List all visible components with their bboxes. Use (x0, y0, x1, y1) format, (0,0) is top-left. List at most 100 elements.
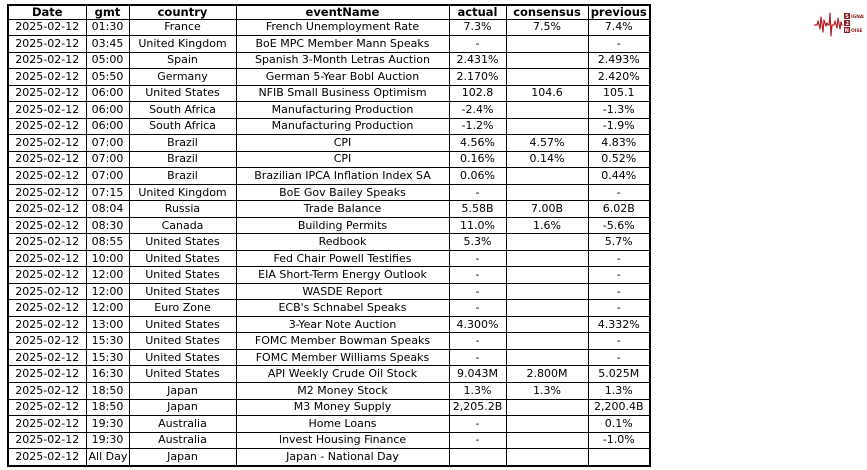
table-row: 2025-02-12 06:00 United States NFIB Small B… (7, 84, 651, 103)
table-cell (505, 51, 589, 70)
table-cell: 03:45 (85, 35, 130, 53)
table-cell: Euro Zone (128, 299, 237, 317)
table-cell: 2025-02-12 (7, 51, 87, 70)
table-cell: Building Permits (235, 216, 450, 235)
table-cell: 2025-02-12 (7, 117, 87, 136)
table-cell: -1.0% (587, 431, 651, 450)
table-cell: Canada (128, 216, 237, 235)
table-cell: Manufacturing Production (235, 101, 450, 119)
table-cell: 13:00 (85, 315, 130, 334)
table-cell (505, 348, 589, 367)
table-cell: United States (128, 84, 237, 103)
table-cell: 1.3% (587, 381, 651, 400)
table-body: 2025-02-12 01:30 France French Unemployment… (7, 18, 651, 467)
table-cell: Japan (128, 381, 237, 400)
table-cell: 2025-02-12 (7, 200, 87, 218)
column-header: gmt (85, 4, 130, 20)
two-box (844, 20, 850, 26)
table-cell: United States (128, 348, 237, 367)
table-row: 2025-02-12 16:30 United States API Weekly C… (7, 365, 651, 383)
table-cell: 1.3% (505, 381, 589, 400)
table-cell: 2,205.2B (448, 398, 507, 417)
table-cell: 5.58B (448, 200, 507, 218)
table-cell: ECB's Schnabel Speaks (235, 299, 450, 317)
table-cell: Trade Balance (235, 200, 450, 218)
column-header: actual (448, 4, 507, 20)
ekg-heartbeat-icon (814, 12, 843, 37)
two-label: 2 (846, 21, 850, 27)
table-row: 2025-02-12 10:00 United States Fed Chair Po… (7, 249, 651, 268)
table-cell: 08:30 (85, 216, 130, 235)
table-cell: 08:55 (85, 233, 130, 251)
table-cell: Japan (128, 398, 237, 417)
table-cell: - (448, 282, 507, 301)
table-cell: - (587, 282, 651, 301)
table-row: 2025-02-12 08:55 United States Redbook 5.3% 5… (7, 233, 651, 251)
table-cell: Brazil (128, 167, 237, 185)
table-cell: 2025-02-12 (7, 398, 87, 417)
table-cell: 2025-02-12 (7, 332, 87, 350)
table-cell: 2025-02-12 (7, 282, 87, 301)
table-cell: Japan (128, 448, 237, 467)
table-cell: 0.06% (448, 167, 507, 185)
table-cell: 4.83% (587, 134, 651, 152)
table-cell: 2.800M (505, 365, 589, 383)
table-cell: 2025-02-12 (7, 381, 87, 400)
table-cell: 19:30 (85, 431, 130, 450)
table-cell: - (587, 249, 651, 268)
table-cell: - (448, 183, 507, 202)
table-cell: Japan - National Day (235, 448, 450, 467)
table-cell: API Weekly Crude Oil Stock (235, 365, 450, 383)
table-cell: 4.332% (587, 315, 651, 334)
table-cell: 2025-02-12 (7, 216, 87, 235)
table-cell: 2025-02-12 (7, 134, 87, 152)
noise-initial-box (844, 27, 850, 33)
table-cell: FOMC Member Bowman Speaks (235, 332, 450, 350)
column-header: previous (587, 4, 651, 20)
table-cell: Brazil (128, 150, 237, 169)
noise-label: OISE (851, 28, 863, 34)
table-cell: 7.00B (505, 200, 589, 218)
table-cell: 7.4% (587, 18, 651, 37)
table-cell: 15:30 (85, 332, 130, 350)
table-cell: 2025-02-12 (7, 448, 87, 467)
table-cell: Brazil (128, 134, 237, 152)
table-cell: - (448, 415, 507, 433)
table-cell: 2.493% (587, 51, 651, 70)
table-cell (505, 35, 589, 53)
table-cell: 0.14% (505, 150, 589, 169)
table-cell: 16:30 (85, 365, 130, 383)
table-cell: NFIB Small Business Optimism (235, 84, 450, 103)
table-cell: - (587, 183, 651, 202)
table-cell: - (448, 431, 507, 450)
table-row: 2025-02-12 07:00 Brazil CPI 4.56% 4.57% 4.83% (7, 134, 651, 152)
table-cell: - (448, 348, 507, 367)
table-cell: 01:30 (85, 18, 130, 37)
table-cell: 0.1% (587, 415, 651, 433)
table-cell (587, 448, 651, 467)
table-cell: -1.2% (448, 117, 507, 136)
table-cell: CPI (235, 134, 450, 152)
table-cell: - (587, 299, 651, 317)
table-cell: 06:00 (85, 101, 130, 119)
column-header: country (128, 4, 237, 20)
table-cell: WASDE Report (235, 282, 450, 301)
table-cell: 2025-02-12 (7, 84, 87, 103)
table-row: 2025-02-12 05:00 Spain Spanish 3-Month Letr… (7, 51, 651, 70)
column-header: Date (7, 4, 87, 20)
table-cell: 2025-02-12 (7, 299, 87, 317)
table-cell: 102.8 (448, 84, 507, 103)
table-cell: BoE Gov Bailey Speaks (235, 183, 450, 202)
table-cell (505, 167, 589, 185)
table-cell: Invest Housing Finance (235, 431, 450, 450)
table-cell: 2.431% (448, 51, 507, 70)
table-cell: 5.025M (587, 365, 651, 383)
table-cell: United Kingdom (128, 183, 237, 202)
table-cell: - (448, 249, 507, 268)
table-cell: 05:50 (85, 68, 130, 86)
table-cell: 08:04 (85, 200, 130, 218)
table-cell: 4.300% (448, 315, 507, 334)
economic-calendar-table: Date gmt country eventName actual consensus pr… (7, 4, 651, 467)
table-cell: French Unemployment Rate (235, 18, 450, 37)
table-cell: 2025-02-12 (7, 365, 87, 383)
